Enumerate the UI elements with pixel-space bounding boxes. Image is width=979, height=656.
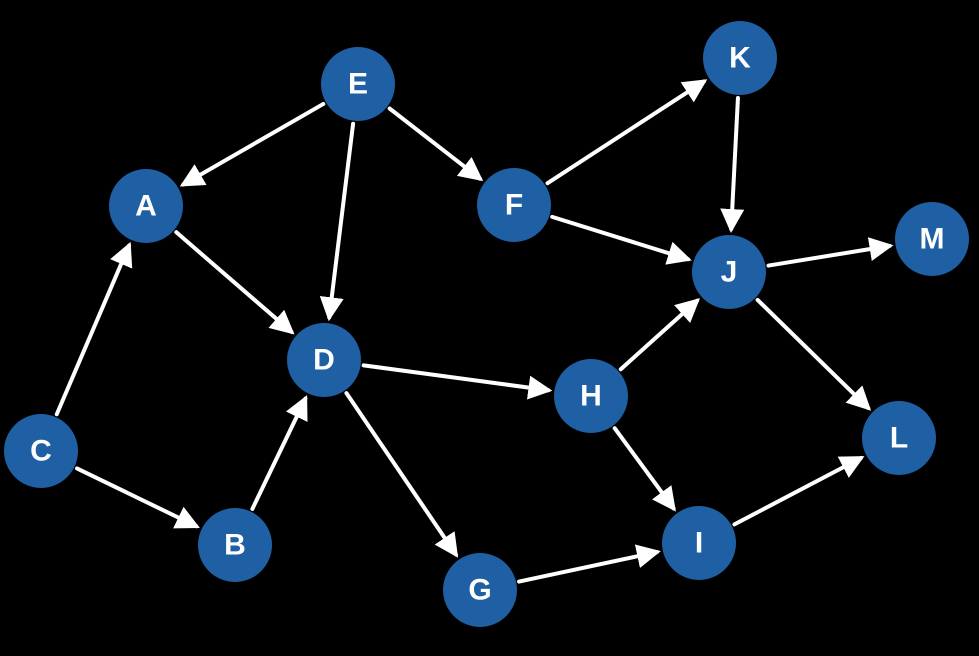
edge-f-to-j (550, 214, 692, 265)
edge-a-to-d (174, 230, 295, 335)
node-d: D (287, 323, 361, 397)
node-circle (287, 323, 361, 397)
edge-j-to-m (766, 237, 894, 268)
node-circle (109, 169, 183, 243)
node-circle (862, 401, 936, 475)
edge-g-to-i (517, 544, 661, 584)
node-label: L (890, 422, 908, 455)
node-circle (554, 359, 628, 433)
node-circle (703, 21, 777, 95)
edge-d-to-g (344, 391, 459, 558)
node-label: I (695, 527, 703, 560)
node-b: B (198, 508, 272, 582)
node-label: G (468, 574, 491, 607)
edge-f-to-k (545, 79, 708, 186)
node-l: L (862, 401, 936, 475)
nodes-layer: E A F K J M D H C B L I G (4, 21, 969, 627)
node-circle (895, 202, 969, 276)
node-k: K (703, 21, 777, 95)
edge-e-to-d (319, 121, 356, 322)
edge-h-to-i (612, 426, 676, 512)
edge-j-to-l (755, 297, 872, 411)
node-h: H (554, 359, 628, 433)
edge-e-to-f (387, 106, 484, 182)
node-g: G (443, 553, 517, 627)
node-label: A (135, 190, 157, 223)
node-label: C (30, 435, 52, 468)
edge-d-to-h (361, 363, 553, 400)
node-m: M (895, 202, 969, 276)
edge-k-to-j (720, 95, 745, 234)
node-label: D (313, 344, 335, 377)
edge-h-to-j (618, 298, 700, 372)
node-label: B (224, 529, 246, 562)
edges-layer (54, 79, 894, 584)
node-circle (4, 414, 78, 488)
node-f: F (477, 168, 551, 242)
node-j: J (692, 235, 766, 309)
edge-i-to-l (732, 455, 865, 527)
node-label: E (348, 68, 368, 101)
node-circle (477, 168, 551, 242)
node-circle (443, 553, 517, 627)
node-circle (321, 47, 395, 121)
edge-c-to-b (74, 466, 200, 529)
node-label: H (580, 380, 602, 413)
edge-c-to-a (54, 241, 133, 417)
node-label: M (920, 223, 945, 256)
node-label: K (729, 42, 751, 75)
edge-e-to-a (179, 101, 326, 187)
node-i: I (662, 506, 736, 580)
node-circle (662, 506, 736, 580)
node-e: E (321, 47, 395, 121)
node-label: F (505, 189, 523, 222)
edge-b-to-d (250, 395, 308, 511)
node-circle (198, 508, 272, 582)
node-circle (692, 235, 766, 309)
node-c: C (4, 414, 78, 488)
node-label: J (721, 256, 738, 289)
node-a: A (109, 169, 183, 243)
